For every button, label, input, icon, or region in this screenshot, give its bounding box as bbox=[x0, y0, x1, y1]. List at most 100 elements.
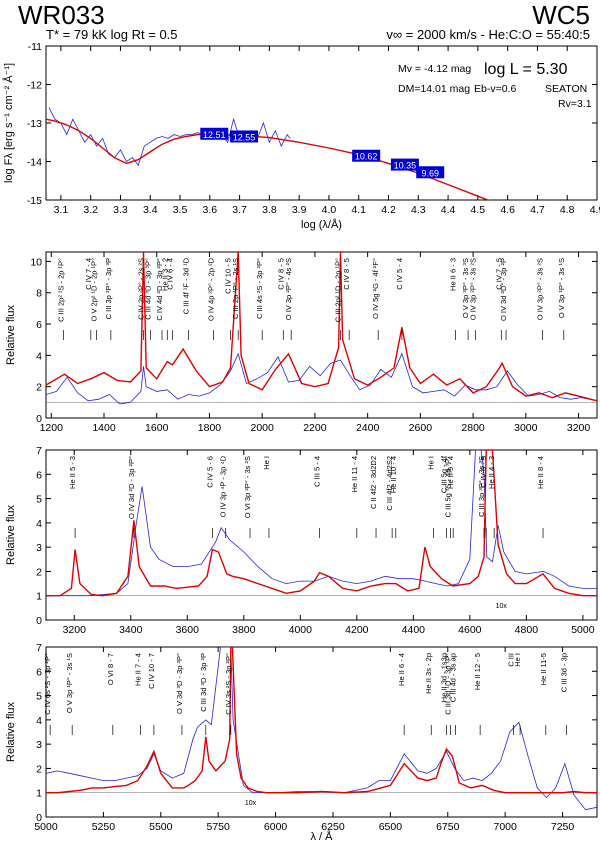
x-tick-label: 4.5 bbox=[471, 204, 486, 216]
x-tick-label: 5500 bbox=[149, 821, 173, 833]
plot-frame bbox=[45, 646, 598, 818]
model-spectrum-line bbox=[46, 450, 597, 597]
plot-frame bbox=[45, 449, 598, 621]
y-tick-label: 7 bbox=[36, 445, 42, 457]
line-id-label: C II 4f2 - 3d2D2 bbox=[369, 456, 378, 509]
y-tick-label: 6 bbox=[36, 666, 42, 678]
photometry-box bbox=[200, 127, 229, 140]
line-id-label: C III 3d ³D - 3p ³P bbox=[199, 653, 208, 712]
sed-annotation: log L = 5.30 bbox=[484, 61, 568, 78]
y-tick-label: 4 bbox=[36, 350, 42, 362]
y-tick-label: -15 bbox=[27, 195, 42, 207]
line-id-label: He II 11 - 4 bbox=[350, 456, 359, 493]
line-id-label: C III 3p ³P° - 3p ³P bbox=[104, 258, 113, 319]
line-id-label: C IV 6 - 4 bbox=[166, 258, 175, 290]
x-tick-label: 3.5 bbox=[173, 204, 188, 216]
line-id-label: C III 2p ¹P° - 2s ¹S bbox=[231, 258, 240, 319]
line-id-label: C III 4d - 3s ap bbox=[449, 653, 458, 702]
line-id-label: He II 3d - 1s3p bbox=[439, 653, 448, 702]
line-id-label: O IV 3p ⁴P - 3p ⁴D bbox=[219, 455, 228, 517]
x-tick-label: 5750 bbox=[207, 821, 231, 833]
x-tick-label: 5000 bbox=[571, 624, 595, 636]
scale-note: 10x bbox=[245, 800, 257, 807]
wind-parameters: v∞ = 2000 km/s - He:C:O = 55:40:5 bbox=[386, 27, 590, 42]
line-id-label: C IV 8 - 5 bbox=[276, 258, 285, 290]
x-tick-label: 3400 bbox=[119, 624, 143, 636]
y-tick-label: 4 bbox=[36, 715, 42, 727]
line-id-label: C IV 10 - 5 bbox=[224, 258, 233, 294]
scale-note: 10x bbox=[496, 603, 508, 610]
x-tick-label: 3800 bbox=[232, 624, 256, 636]
line-id-label: He I bbox=[513, 653, 522, 667]
y-tick-label: 0 bbox=[36, 812, 42, 824]
line-id-label: C III 5 - 4 bbox=[313, 456, 322, 487]
photometry-label: 12.55 bbox=[233, 132, 256, 142]
line-id-label: C IV 10 - 7 bbox=[147, 653, 156, 689]
x-tick-label: 3.3 bbox=[113, 204, 128, 216]
x-tick-label: 2600 bbox=[409, 422, 433, 434]
line-id-label: He II 10 - 4 bbox=[389, 456, 398, 493]
x-tick-label: 6500 bbox=[379, 821, 403, 833]
line-id-label: He II 3 - 2 bbox=[160, 258, 169, 291]
x-tick-label: 2400 bbox=[356, 422, 380, 434]
line-id-label: O IV 3p ²P° - 4s ²S bbox=[284, 258, 293, 320]
line-id-label: O V 3p ¹P° - 3s ¹S bbox=[65, 653, 74, 713]
y-tick-label: 5 bbox=[36, 691, 42, 703]
x-tick-label: 4.0 bbox=[322, 204, 337, 216]
line-id-label: C III bbox=[507, 653, 516, 667]
y-axis-label: Relative flux bbox=[5, 305, 17, 365]
line-id-label: O IV 3d ²D° - 3p ²P bbox=[499, 258, 508, 321]
x-tick-label: 6000 bbox=[264, 821, 288, 833]
line-id-label: O VI 8 - 7 bbox=[106, 653, 115, 685]
x-tick-label: 3000 bbox=[514, 422, 538, 434]
line-id-label: He II 8 - 4 bbox=[536, 456, 545, 489]
line-id-label: C III 4d ³D - 3p ³P° bbox=[144, 258, 153, 320]
x-tick-label: 3200 bbox=[63, 624, 87, 636]
line-id-label: C III 3p ³P° - 3s ³S bbox=[477, 456, 486, 517]
line-id-label: O IV 3p ²P° - 3s ²S bbox=[468, 258, 477, 320]
y-tick-label: 3 bbox=[36, 739, 42, 751]
observed-spectrum-line bbox=[46, 450, 597, 597]
x-tick-label: 1200 bbox=[40, 422, 64, 434]
photometry-box bbox=[352, 149, 381, 162]
spectral-type: WC5 bbox=[532, 0, 590, 30]
line-id-label: O IV 3p ²P° - 3s ²S bbox=[535, 258, 544, 320]
observed-spectrum-line bbox=[46, 647, 597, 811]
line-id-label: C IV 2p ²P° - 2s ²S bbox=[137, 258, 146, 320]
panel-3: 3200 3400 3600 3800 4000 4200 4400 4600 4800 5000… bbox=[5, 445, 598, 636]
line-id-label: O IV 4p ²P° - 2p ²D bbox=[206, 257, 215, 321]
x-tick-label: 4800 bbox=[515, 624, 539, 636]
photometry-box bbox=[230, 130, 259, 143]
y-tick-label: 7 bbox=[36, 642, 42, 654]
y-tick-label: 0 bbox=[36, 413, 42, 425]
x-tick-label: 6250 bbox=[321, 821, 345, 833]
x-tick-label: 2200 bbox=[303, 422, 327, 434]
x-tick-label: 2800 bbox=[461, 422, 485, 434]
x-tick-label: 1600 bbox=[145, 422, 169, 434]
line-id-label: O V 2p² ¹D - 2p ¹P° bbox=[89, 258, 98, 321]
line-id-label: C III 4f ¹F - 3d ¹D bbox=[181, 257, 190, 314]
line-id-label: O V 3p ³P° - 3s ³S bbox=[461, 258, 470, 318]
line-id-label: He II 9 - 4 bbox=[446, 456, 455, 489]
x-tick-label: 4000 bbox=[289, 624, 313, 636]
x-tick-label: 4600 bbox=[458, 624, 482, 636]
x-tick-label: 4200 bbox=[345, 624, 369, 636]
x-tick-label: 4.8 bbox=[560, 204, 575, 216]
y-tick-label: -14 bbox=[27, 157, 42, 169]
x-tick-label: 4.3 bbox=[411, 204, 426, 216]
panel-4: 5000 5250 5500 5750 6000 6250 6500 6750 7000 7250… bbox=[5, 642, 598, 843]
x-tick-label: 4.1 bbox=[351, 204, 366, 216]
y-tick-label: 2 bbox=[36, 763, 42, 775]
y-tick-label: 10 bbox=[30, 256, 42, 268]
y-tick-label: 2 bbox=[36, 566, 42, 578]
line-id-label: C III 3d ¹D - 3p ¹P° bbox=[444, 653, 453, 715]
panel-1: 3.1 3.2 3.3 3.4 3.5 3.6 3.7 3.8 3.9 4.0 4.1 4.2 4.3 4… bbox=[2, 41, 600, 231]
y-tick-label: 6 bbox=[36, 319, 42, 331]
x-tick-label: 3.8 bbox=[262, 204, 277, 216]
line-id-label: C III 2p² ¹S - 2p ¹P° bbox=[57, 258, 66, 322]
x-tick-label: 4.4 bbox=[441, 204, 456, 216]
line-id-label: C III 4s ³S - 3p ³P° bbox=[255, 258, 264, 319]
x-axis-label: log (λ/Å) bbox=[301, 218, 342, 231]
photometry-box bbox=[416, 166, 445, 179]
